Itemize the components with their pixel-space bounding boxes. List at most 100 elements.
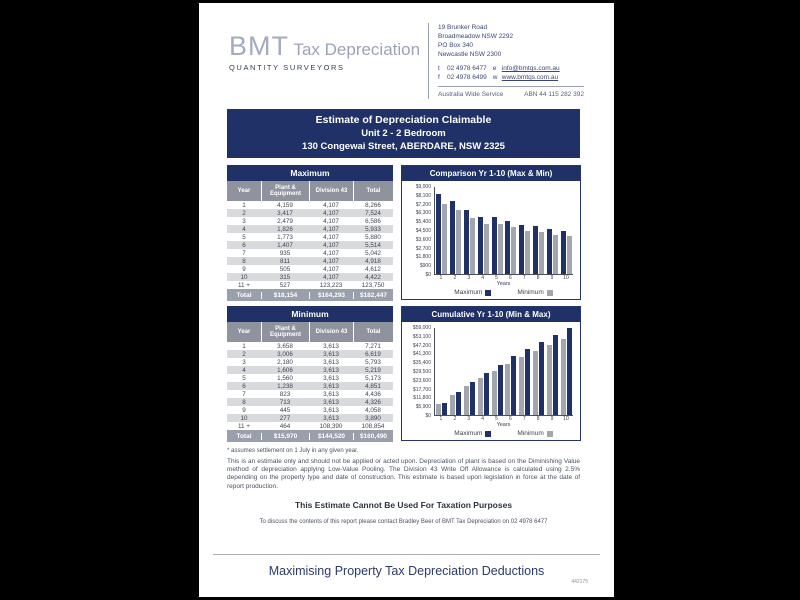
bar-maximum-yr7 bbox=[525, 349, 531, 415]
minimum-table: Minimum Year Plant & Equipment Division 43… bbox=[227, 306, 393, 442]
bar-group-yr5 bbox=[491, 187, 503, 274]
column-header: Year bbox=[237, 329, 251, 335]
minimum-table-body: 1 3,658 3,613 7,271 2 3,006 3,613 6,619 3 2,180 3,… bbox=[227, 342, 393, 430]
table-cell: 7 bbox=[242, 390, 246, 398]
bar-group-yr2 bbox=[450, 328, 462, 415]
table-cell: 2 bbox=[242, 209, 246, 217]
report-header: BMT Tax Depreciation QUANTITY SURVEYORS … bbox=[199, 3, 614, 103]
plot-area bbox=[434, 187, 573, 275]
x-axis-title: Years bbox=[496, 281, 511, 287]
contact-note: To discuss the contents of this report p… bbox=[259, 518, 548, 525]
plot-area bbox=[434, 328, 573, 416]
y-tick-label: $59,000 bbox=[412, 325, 431, 331]
bar-minimum-yr9 bbox=[546, 344, 552, 415]
table-cell: 3 bbox=[242, 217, 246, 225]
table-cell: 9 bbox=[242, 265, 246, 273]
bar-minimum-yr10 bbox=[560, 338, 566, 415]
x-tick-label: 5 bbox=[495, 416, 498, 422]
table-row: 10 277 3,613 3,890 bbox=[227, 414, 393, 422]
table-cell: 4,436 bbox=[365, 390, 381, 398]
table-cell: 123,750 bbox=[361, 281, 385, 289]
x-tick-label: 2 bbox=[453, 275, 457, 281]
table-cell: 6 bbox=[242, 382, 246, 390]
table-cell: 464 bbox=[279, 422, 291, 430]
table-row: 7 935 4,107 5,042 bbox=[227, 249, 393, 257]
table-cell: 277 bbox=[279, 414, 291, 422]
bar-maximum-yr9 bbox=[552, 334, 558, 415]
table-row: 9 445 3,613 4,058 bbox=[227, 406, 393, 414]
bar-group-yr5 bbox=[491, 328, 503, 415]
table-row: 5 1,773 4,107 5,880 bbox=[227, 233, 393, 241]
report-title: Estimate of Depreciation Claimable bbox=[315, 114, 492, 126]
table-cell: 1,606 bbox=[277, 366, 293, 374]
table-row: 4 1,606 3,613 5,219 bbox=[227, 366, 393, 374]
column-header: Total bbox=[353, 322, 393, 342]
y-tick-label: $8,100 bbox=[415, 192, 431, 199]
legend-item-minimum: Minimum bbox=[517, 430, 553, 437]
logo-tax-text: Tax Depreciation bbox=[293, 40, 421, 59]
bar-maximum-yr7 bbox=[519, 225, 525, 274]
cumulative-chart-title: Cumulative Yr 1-10 (Min & Max) bbox=[402, 307, 580, 322]
footer-tagline: Maximising Property Tax Depreciation Ded… bbox=[268, 564, 545, 578]
bar-group-yr6 bbox=[505, 187, 517, 274]
contact-rows: t 02 4978 6477 e info@bmtqs.com.au f 02 4978… bbox=[438, 64, 584, 82]
y-tick-label: $900 bbox=[419, 263, 431, 270]
fax-number: 02 4978 6499 bbox=[447, 74, 487, 81]
legend-label: Minimum bbox=[517, 430, 544, 437]
table-row: 6 1,407 4,107 5,514 bbox=[227, 241, 393, 249]
table-row: 2 3,417 4,107 7,524 bbox=[227, 209, 393, 217]
table-cell: 3,613 bbox=[323, 406, 339, 414]
table-cell: 5,219 bbox=[365, 366, 381, 374]
table-cell: 7,271 bbox=[365, 342, 381, 350]
column-header: Plant & Equipment bbox=[261, 181, 309, 201]
bar-maximum-yr2 bbox=[450, 201, 456, 274]
x-tick-label: 10 bbox=[563, 275, 569, 281]
maximum-table: Maximum Year Plant & Equipment Division 43… bbox=[227, 165, 393, 301]
website-link[interactable]: www.bmtqs.com.au bbox=[501, 74, 559, 81]
x-axis-labels: 1 2 3 4 5 6 7 8 9 10 bbox=[434, 275, 573, 281]
table-cell: 10 bbox=[240, 414, 248, 422]
bar-maximum-yr8 bbox=[532, 226, 538, 274]
column-header: Plant & Equipment bbox=[261, 322, 309, 342]
table-row: 2 3,006 3,613 6,619 bbox=[227, 350, 393, 358]
total-cell: $144,520 bbox=[309, 432, 353, 440]
table-cell: 8,266 bbox=[365, 201, 381, 209]
total-cell: Total bbox=[236, 291, 252, 299]
y-tick-label: $0 bbox=[425, 413, 431, 419]
bar-minimum-yr3 bbox=[469, 218, 475, 274]
table-cell: 4,107 bbox=[323, 249, 339, 257]
total-cell: $160,490 bbox=[353, 432, 393, 440]
email-link[interactable]: info@bmtqs.com.au bbox=[501, 65, 560, 72]
maximum-table-header: Year Plant & Equipment Division 43 Total bbox=[227, 181, 393, 201]
service-text: Australia Wide Service bbox=[438, 91, 504, 98]
bar-group-yr2 bbox=[450, 187, 462, 274]
y-tick-label: $6,300 bbox=[415, 210, 431, 217]
report-page: BMT Tax Depreciation QUANTITY SURVEYORS … bbox=[199, 3, 614, 597]
bar-minimum-yr4 bbox=[477, 378, 483, 415]
bar-group-yr8 bbox=[532, 328, 544, 415]
table-row: 3 2,180 3,613 5,793 bbox=[227, 358, 393, 366]
table-cell: 8 bbox=[242, 257, 246, 265]
y-tick-label: $9,000 bbox=[415, 184, 431, 190]
table-cell: 3,613 bbox=[323, 358, 339, 366]
bar-maximum-yr4 bbox=[477, 216, 483, 274]
table-cell: 3,613 bbox=[323, 342, 339, 350]
x-tick-label: 4 bbox=[481, 275, 484, 281]
y-tick-label: $4,500 bbox=[415, 228, 431, 234]
phone-prefix: t bbox=[438, 65, 440, 72]
x-tick-label: 7 bbox=[522, 275, 526, 281]
y-tick-label: $3,600 bbox=[415, 236, 431, 243]
table-row: 1 4,159 4,107 8,266 bbox=[227, 201, 393, 209]
legend-swatch bbox=[546, 289, 553, 296]
bar-maximum-yr3 bbox=[463, 210, 469, 274]
bar-maximum-yr4 bbox=[483, 373, 489, 415]
bar-minimum-yr2 bbox=[450, 394, 456, 415]
email-prefix: e bbox=[492, 65, 497, 72]
table-cell: 5,514 bbox=[365, 241, 381, 249]
bar-minimum-yr8 bbox=[532, 350, 538, 415]
table-cell: 3,613 bbox=[323, 398, 339, 406]
abn-row: Australia Wide Service ABN 44 115 282 39… bbox=[438, 86, 584, 99]
x-tick-label: 5 bbox=[495, 275, 498, 281]
y-tick-label: $23,600 bbox=[412, 377, 431, 384]
legend-label: Minimum bbox=[517, 289, 544, 296]
